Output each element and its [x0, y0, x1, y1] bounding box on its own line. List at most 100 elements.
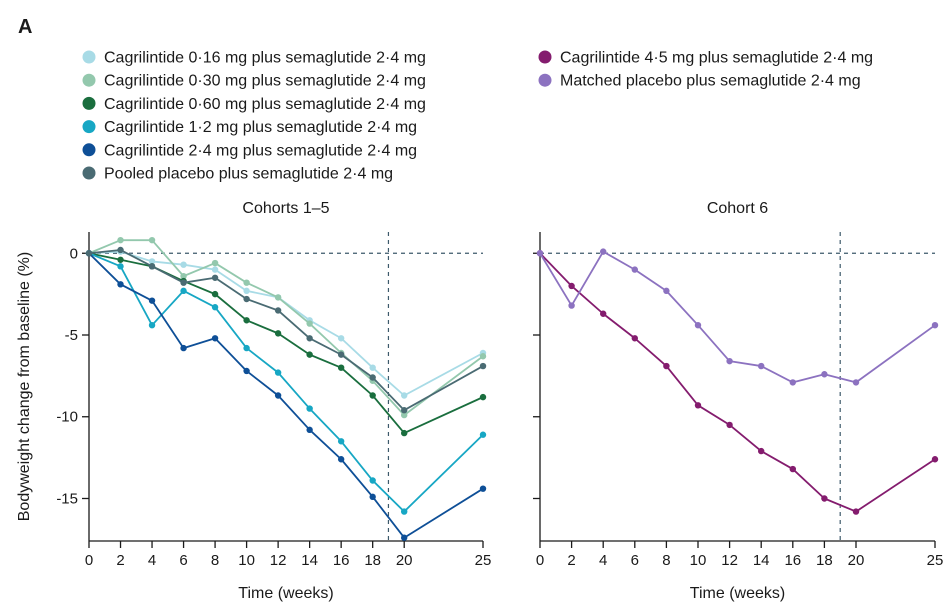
data-point [600, 248, 607, 255]
data-point [568, 302, 575, 309]
data-point [180, 287, 187, 295]
legend-label: Cagrilintide 0·16 mg plus semaglutide 2·… [104, 50, 426, 67]
series-line [88, 250, 484, 397]
x-tick-label: 16 [784, 552, 801, 569]
x-tick-label: 6 [179, 552, 187, 569]
data-point [306, 351, 313, 358]
data-point [180, 344, 187, 352]
data-point [211, 266, 219, 273]
data-point [211, 259, 219, 267]
data-point [306, 335, 313, 342]
y-tick-label: 0 [70, 245, 78, 262]
data-point [821, 495, 828, 502]
series-line [88, 239, 484, 417]
x-axis-label: Time (weeks) [690, 585, 785, 602]
data-point [306, 405, 313, 412]
legend-label: Cagrilintide 2·4 mg plus semaglutide 2·4… [104, 142, 417, 159]
data-point [479, 362, 487, 370]
data-point [479, 485, 487, 492]
data-point [663, 287, 670, 295]
x-tick-label: 2 [567, 552, 575, 569]
data-point [274, 307, 282, 314]
data-point [243, 344, 250, 352]
data-point [789, 465, 796, 473]
x-tick-label: 0 [85, 552, 93, 569]
data-point [694, 321, 702, 329]
x-tick-label: 18 [364, 552, 381, 569]
panel-cohorts-1-5: Cohorts 1–5 0 -5 -10 -15 0 2 4 6 8 10 12 14 16 18 20 25 T… [16, 200, 491, 602]
data-point [631, 335, 638, 342]
data-point [369, 493, 376, 501]
data-point [211, 290, 219, 298]
data-point [306, 320, 313, 327]
x-tick-label: 10 [238, 552, 255, 569]
x-tick-label: 14 [301, 552, 318, 569]
x-tick-label: 4 [148, 552, 156, 569]
data-point [180, 261, 187, 268]
x-axis-label: Time (weeks) [238, 585, 333, 602]
data-point [931, 456, 939, 463]
data-point [337, 335, 345, 342]
data-point [148, 321, 156, 329]
legend: Cagrilintide 0·16 mg plus semaglutide 2·… [82, 50, 873, 183]
data-point [148, 236, 156, 244]
x-tick-label: 16 [333, 552, 350, 569]
data-point [117, 263, 124, 270]
data-point [274, 369, 282, 376]
series-line [88, 249, 484, 412]
x-tick-label: 20 [848, 552, 865, 569]
x-tick-label: 25 [475, 552, 492, 569]
data-point [401, 534, 408, 541]
data-point [337, 438, 345, 445]
x-tick-label: 4 [599, 552, 607, 569]
y-tick-label: -15 [56, 490, 78, 507]
data-point [117, 236, 124, 244]
data-point [274, 330, 282, 337]
data-point [180, 279, 187, 286]
data-point [85, 250, 93, 257]
legend-marker [538, 50, 552, 64]
data-point [243, 295, 250, 303]
data-point [243, 367, 250, 375]
x-tick-label: 2 [116, 552, 124, 569]
data-point [369, 374, 376, 381]
data-point [117, 256, 124, 263]
data-point [211, 304, 219, 311]
data-point [401, 411, 408, 419]
legend-marker [82, 143, 96, 157]
panel-title: Cohorts 1–5 [242, 200, 329, 217]
x-tick-label: 8 [662, 552, 670, 569]
y-tick-label: -5 [65, 327, 78, 344]
data-point [306, 426, 313, 434]
legend-marker [82, 96, 96, 110]
data-point [479, 353, 487, 360]
y-axis-label: Bodyweight change from baseline (%) [16, 252, 33, 521]
data-point [401, 392, 408, 399]
x-tick-label: 6 [631, 552, 639, 569]
data-point [117, 281, 124, 288]
data-point [211, 274, 219, 281]
data-point [243, 287, 250, 295]
data-point [337, 456, 345, 463]
legend-label: Pooled placebo plus semaglutide 2·4 mg [104, 166, 393, 183]
data-point [243, 317, 250, 324]
data-point [401, 429, 408, 437]
legend-label: Cagrilintide 0·30 mg plus semaglutide 2·… [104, 73, 426, 90]
data-point [479, 431, 487, 438]
series-line [88, 252, 484, 539]
data-point [852, 508, 860, 515]
data-point [821, 371, 828, 378]
data-point [852, 379, 860, 386]
data-point [401, 508, 408, 515]
series-line [539, 250, 936, 384]
data-point [663, 362, 670, 370]
legend-marker [82, 50, 96, 64]
data-point [694, 402, 702, 409]
panel-title: Cohort 6 [707, 200, 768, 217]
x-tick-label: 25 [927, 552, 944, 569]
data-point [758, 447, 765, 455]
data-point [931, 321, 939, 329]
data-point [148, 297, 156, 304]
x-tick-label: 18 [816, 552, 833, 569]
